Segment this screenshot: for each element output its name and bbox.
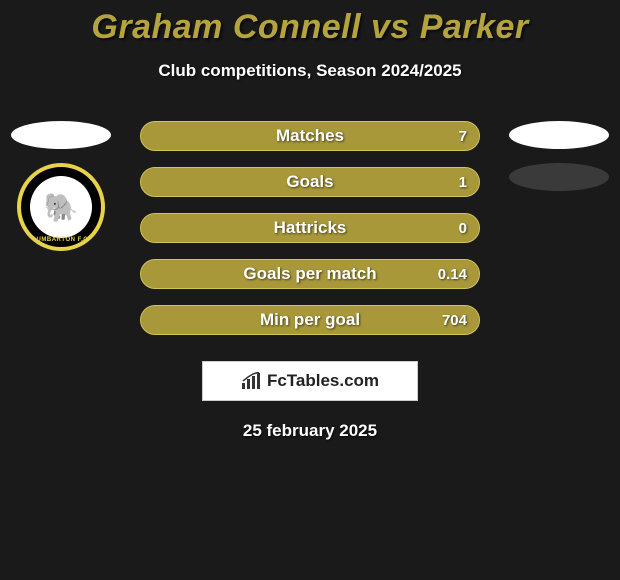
- stat-label: Matches: [276, 126, 344, 146]
- stat-bar: Hattricks 0: [140, 213, 480, 243]
- subtitle: Club competitions, Season 2024/2025: [0, 61, 620, 81]
- club-logo-text: DUMBARTON F.C.: [32, 237, 91, 243]
- stat-bar: Matches 7: [140, 121, 480, 151]
- stat-bar: Min per goal 704: [140, 305, 480, 335]
- stat-value-right: 704: [442, 312, 467, 329]
- footer-brand-text: FcTables.com: [267, 371, 379, 391]
- stat-bar: Goals 1: [140, 167, 480, 197]
- left-player-oval: [11, 121, 111, 149]
- right-player-oval-1: [509, 121, 609, 149]
- footer-brand-badge[interactable]: FcTables.com: [202, 361, 418, 401]
- left-club-logo: 🐘 DUMBARTON F.C.: [17, 163, 105, 251]
- right-player-oval-2: [509, 163, 609, 191]
- stat-bars-container: Matches 7 Goals 1 Hattricks 0 Goals per match 0…: [140, 121, 480, 335]
- footer-date: 25 february 2025: [0, 421, 620, 441]
- stat-value-right: 7: [459, 128, 467, 145]
- stat-label: Hattricks: [274, 218, 347, 238]
- page-title: Graham Connell vs Parker: [0, 0, 620, 47]
- stat-label: Goals per match: [243, 264, 376, 284]
- stat-bar: Goals per match 0.14: [140, 259, 480, 289]
- right-player-column: [504, 121, 614, 191]
- elephant-icon: 🐘: [30, 176, 92, 238]
- stat-value-right: 0: [459, 220, 467, 237]
- left-player-column: 🐘 DUMBARTON F.C.: [6, 121, 116, 251]
- stat-value-right: 0.14: [438, 266, 467, 283]
- comparison-content: 🐘 DUMBARTON F.C. Matches 7 Goals 1 Hattricks…: [0, 121, 620, 335]
- chart-icon: [241, 372, 263, 390]
- stat-label: Min per goal: [260, 310, 360, 330]
- stat-label: Goals: [286, 172, 333, 192]
- stat-value-right: 1: [459, 174, 467, 191]
